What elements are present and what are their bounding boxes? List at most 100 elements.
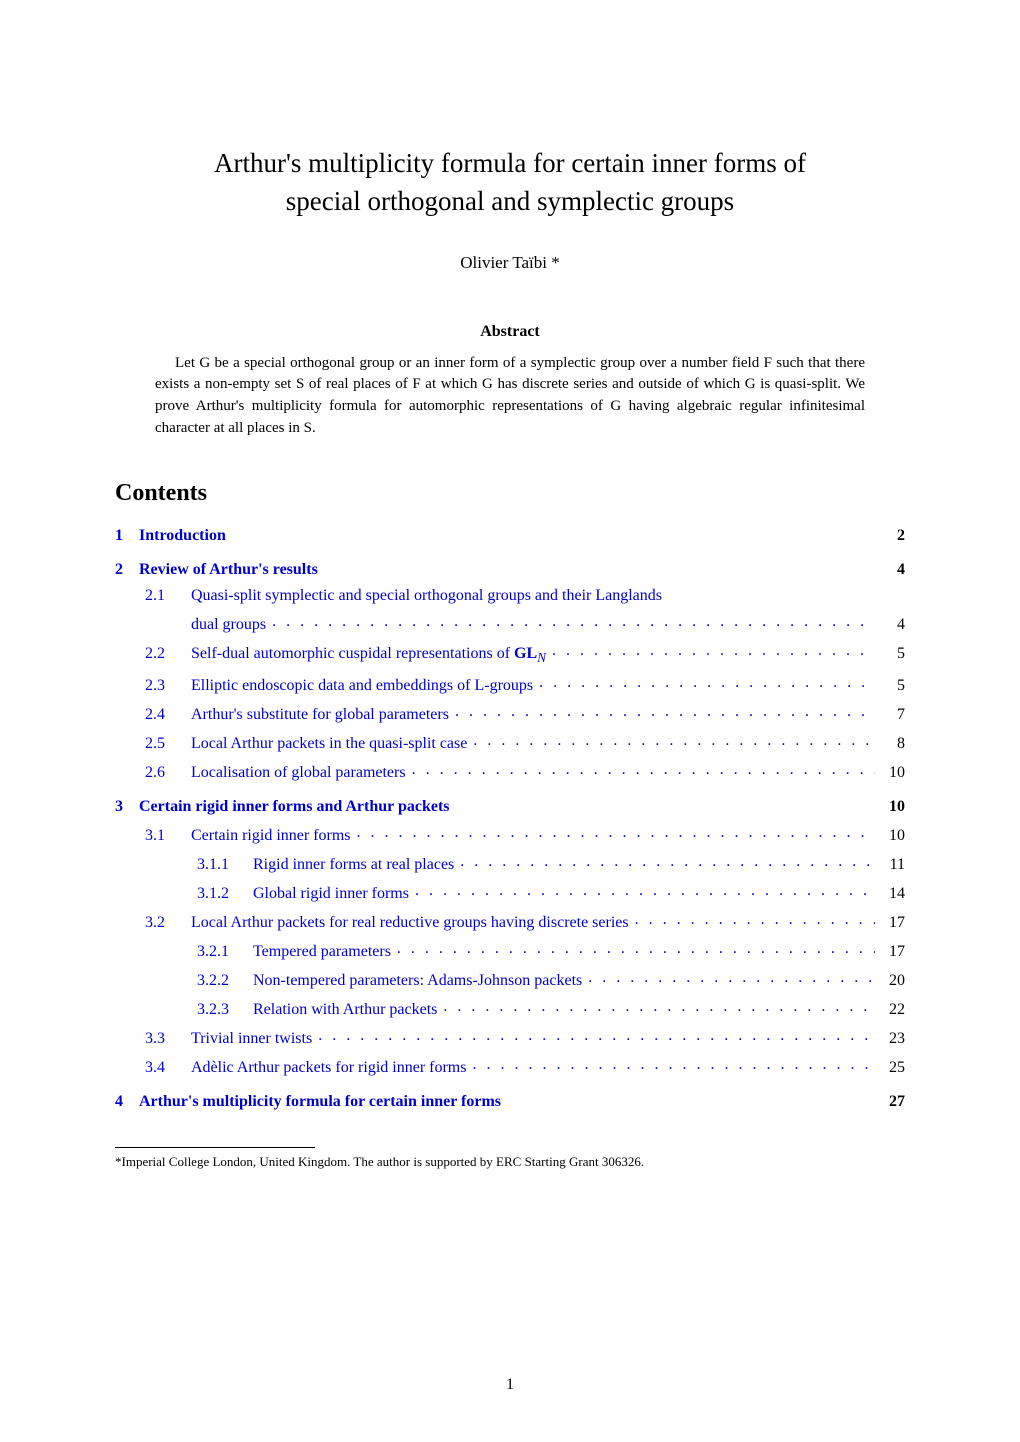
toc-page: 5 <box>881 645 905 663</box>
toc-title: Relation with Arthur packets <box>253 1001 437 1019</box>
abstract-heading: Abstract <box>115 323 905 341</box>
page-number: 1 <box>0 1376 1020 1394</box>
toc-title-cont: dual groups <box>191 616 266 634</box>
toc-page: 20 <box>881 972 905 990</box>
toc-entry-subsubsection[interactable]: 3.1.2 Global rigid inner forms 14 <box>115 882 905 903</box>
toc-dots <box>357 824 875 840</box>
toc-dots <box>443 998 875 1014</box>
toc-number: 3 <box>115 798 123 816</box>
toc-number: 3.2.1 <box>197 943 237 961</box>
toc-page: 14 <box>881 885 905 903</box>
toc-entry-subsection[interactable]: 3.3 Trivial inner twists 23 <box>115 1027 905 1048</box>
toc-number: 1 <box>115 527 123 545</box>
toc-title: Trivial inner twists <box>191 1030 312 1048</box>
toc-title: Tempered parameters <box>253 943 391 961</box>
toc-entry-subsubsection[interactable]: 3.2.3 Relation with Arthur packets 22 <box>115 998 905 1019</box>
toc-entry-subsection[interactable]: 3.2Local Arthur packets for real reducti… <box>115 911 905 932</box>
toc-number: 4 <box>115 1093 123 1111</box>
toc-title: Self-dual automorphic cuspidal represent… <box>191 645 546 666</box>
toc-entry-section[interactable]: 1 Introduction 2 <box>115 527 905 545</box>
toc-entry-section[interactable]: 2 Review of Arthur's results 4 <box>115 561 905 579</box>
toc-entry-subsection[interactable]: 2.6 Localisation of global parameters 10 <box>115 761 905 782</box>
title-line-2: special orthogonal and symplectic groups <box>286 186 734 216</box>
toc-entry-subsubsection[interactable]: 3.2.2 Non-tempered parameters: Adams-John… <box>115 969 905 990</box>
toc-number: 2.4 <box>145 706 175 724</box>
toc-title: Arthur's multiplicity formula for certai… <box>139 1093 501 1111</box>
toc-title: Quasi-split symplectic and special ortho… <box>191 587 662 605</box>
toc-dots <box>455 703 875 719</box>
contents-heading: Contents <box>115 480 905 507</box>
toc-dots <box>539 674 875 690</box>
toc-dots <box>588 969 875 985</box>
toc-entry-continuation[interactable]: dual groups 4 <box>115 613 905 634</box>
toc-number: 3.1.1 <box>197 856 237 874</box>
toc-number: 3.4 <box>145 1059 175 1077</box>
toc-entry-subsection[interactable]: 2.2 Self-dual automorphic cuspidal repres… <box>115 642 905 666</box>
toc-entry-subsection[interactable]: 2.3Elliptic endoscopic data and embeddin… <box>115 674 905 695</box>
toc-title: Local Arthur packets in the quasi-split … <box>191 735 467 753</box>
toc-page: 22 <box>881 1001 905 1019</box>
toc-dots <box>415 882 875 898</box>
title-line-1: Arthur's multiplicity formula for certai… <box>214 148 806 178</box>
toc-page: 8 <box>881 735 905 753</box>
toc-page: 5 <box>881 677 905 695</box>
toc-page: 10 <box>881 764 905 782</box>
toc-dots <box>272 613 875 629</box>
toc-title: Certain rigid inner forms <box>191 827 351 845</box>
toc-dots <box>397 940 875 956</box>
toc-title: Elliptic endoscopic data and embeddings … <box>191 677 533 695</box>
toc-page: 25 <box>881 1059 905 1077</box>
toc-page: 17 <box>881 943 905 961</box>
toc-number: 3.3 <box>145 1030 175 1048</box>
toc-page: 2 <box>881 527 905 545</box>
toc-page: 23 <box>881 1030 905 1048</box>
toc-title: Non-tempered parameters: Adams-Johnson p… <box>253 972 582 990</box>
toc-page: 10 <box>881 827 905 845</box>
toc-entry-subsection[interactable]: 3.4 Adèlic Arthur packets for rigid inner… <box>115 1056 905 1077</box>
toc-number: 2.1 <box>145 587 175 605</box>
toc-page: 4 <box>881 616 905 634</box>
toc-title: Localisation of global parameters <box>191 764 406 782</box>
toc-title: Rigid inner forms at real places <box>253 856 454 874</box>
toc-entry-section[interactable]: 4 Arthur's multiplicity formula for certa… <box>115 1093 905 1111</box>
toc-entry-subsubsection[interactable]: 3.2.1 Tempered parameters 17 <box>115 940 905 961</box>
toc-dots <box>473 732 875 748</box>
toc-number: 3.2.2 <box>197 972 237 990</box>
toc-page: 4 <box>881 561 905 579</box>
paper-title: Arthur's multiplicity formula for certai… <box>115 145 905 221</box>
toc-number: 2 <box>115 561 123 579</box>
toc-title: Local Arthur packets for real reductive … <box>191 914 629 932</box>
toc-number: 2.6 <box>145 764 175 782</box>
toc-page: 17 <box>881 914 905 932</box>
table-of-contents: 1Introduction22Review of Arthur's result… <box>115 527 905 1111</box>
toc-title: Review of Arthur's results <box>139 561 318 579</box>
toc-title: Certain rigid inner forms and Arthur pac… <box>139 798 450 816</box>
toc-page: 10 <box>881 798 905 816</box>
toc-page: 11 <box>881 856 905 874</box>
toc-dots <box>472 1056 875 1072</box>
toc-title: Arthur's substitute for global parameter… <box>191 706 449 724</box>
toc-title: Global rigid inner forms <box>253 885 409 903</box>
footnote-text: *Imperial College London, United Kingdom… <box>115 1154 905 1170</box>
abstract-body: Let G be a special orthogonal group or a… <box>155 355 865 436</box>
toc-dots <box>318 1027 875 1043</box>
toc-entry-section[interactable]: 3 Certain rigid inner forms and Arthur pa… <box>115 798 905 816</box>
footnote-rule <box>115 1147 315 1148</box>
abstract-text: Let G be a special orthogonal group or a… <box>155 353 865 440</box>
toc-number: 3.1 <box>145 827 175 845</box>
toc-number: 2.2 <box>145 645 175 663</box>
toc-title: Introduction <box>139 527 226 545</box>
toc-entry-subsection[interactable]: 2.4 Arthur's substitute for global parame… <box>115 703 905 724</box>
toc-dots <box>412 761 875 777</box>
toc-title: Adèlic Arthur packets for rigid inner fo… <box>191 1059 466 1077</box>
toc-entry-subsection[interactable]: 3.1 Certain rigid inner forms 10 <box>115 824 905 845</box>
toc-entry-subsection[interactable]: 2.1 Quasi-split symplectic and special or… <box>115 587 905 605</box>
toc-dots <box>552 642 875 658</box>
toc-number: 3.2.3 <box>197 1001 237 1019</box>
toc-page: 27 <box>881 1093 905 1111</box>
toc-number: 3.1.2 <box>197 885 237 903</box>
toc-number: 2.5 <box>145 735 175 753</box>
author-line: Olivier Taïbi * <box>115 253 905 273</box>
toc-entry-subsection[interactable]: 2.5 Local Arthur packets in the quasi-spl… <box>115 732 905 753</box>
toc-entry-subsubsection[interactable]: 3.1.1 Rigid inner forms at real places 11 <box>115 853 905 874</box>
